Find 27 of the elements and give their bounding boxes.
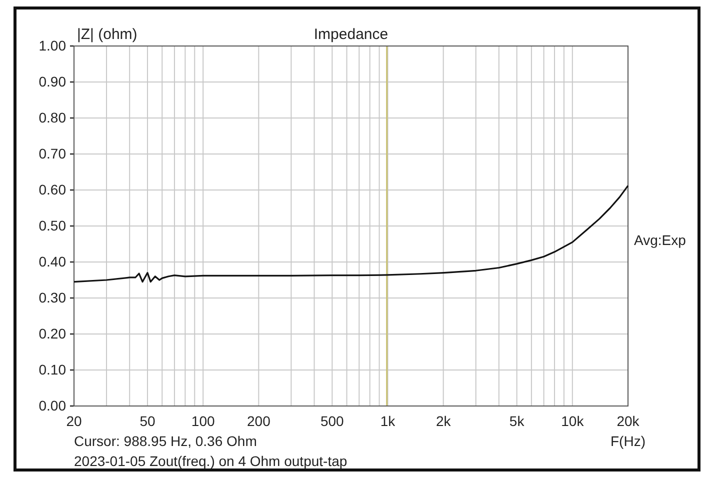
y-tick-label: 1.00 <box>38 37 66 54</box>
chart-title: Impedance <box>314 26 388 43</box>
x-tick-label: 500 <box>320 412 344 429</box>
y-tick-label: 0.80 <box>38 109 66 126</box>
x-tick-label: 5k <box>509 412 526 429</box>
x-tick-label: 2k <box>436 412 452 429</box>
text: 2023-01-05 Zout(freq.) on 4 Ohm output-tap <box>74 453 348 469</box>
y-tick-label: 0.70 <box>38 145 66 162</box>
x-tick-label: 50 <box>140 412 156 429</box>
y-tick-label: 0.60 <box>38 181 66 198</box>
y-axis-title: |Z| (ohm) <box>77 26 138 43</box>
y-tick-label: 0.20 <box>38 325 66 342</box>
x-axis-title: F(Hz) <box>610 433 646 449</box>
x-tick-label: 1k <box>380 412 396 429</box>
x-tick-label: 100 <box>191 412 215 429</box>
text: Avg:Exp <box>634 232 686 248</box>
x-tick-label: 200 <box>246 412 271 429</box>
y-tick-label: 0.90 <box>38 73 66 90</box>
y-tick-label: 0.50 <box>38 217 66 234</box>
y-tick-label: 0.10 <box>38 361 66 378</box>
x-tick-label: 20 <box>66 412 82 429</box>
y-tick-label: 0.30 <box>38 289 66 306</box>
y-tick-label: 0.00 <box>38 397 66 414</box>
y-tick-label: 0.40 <box>38 253 66 270</box>
x-tick-label: 10k <box>561 412 585 429</box>
x-tick-label: 20k <box>616 412 640 429</box>
text: Cursor: 988.95 Hz, 0.36 Ohm <box>74 433 257 449</box>
